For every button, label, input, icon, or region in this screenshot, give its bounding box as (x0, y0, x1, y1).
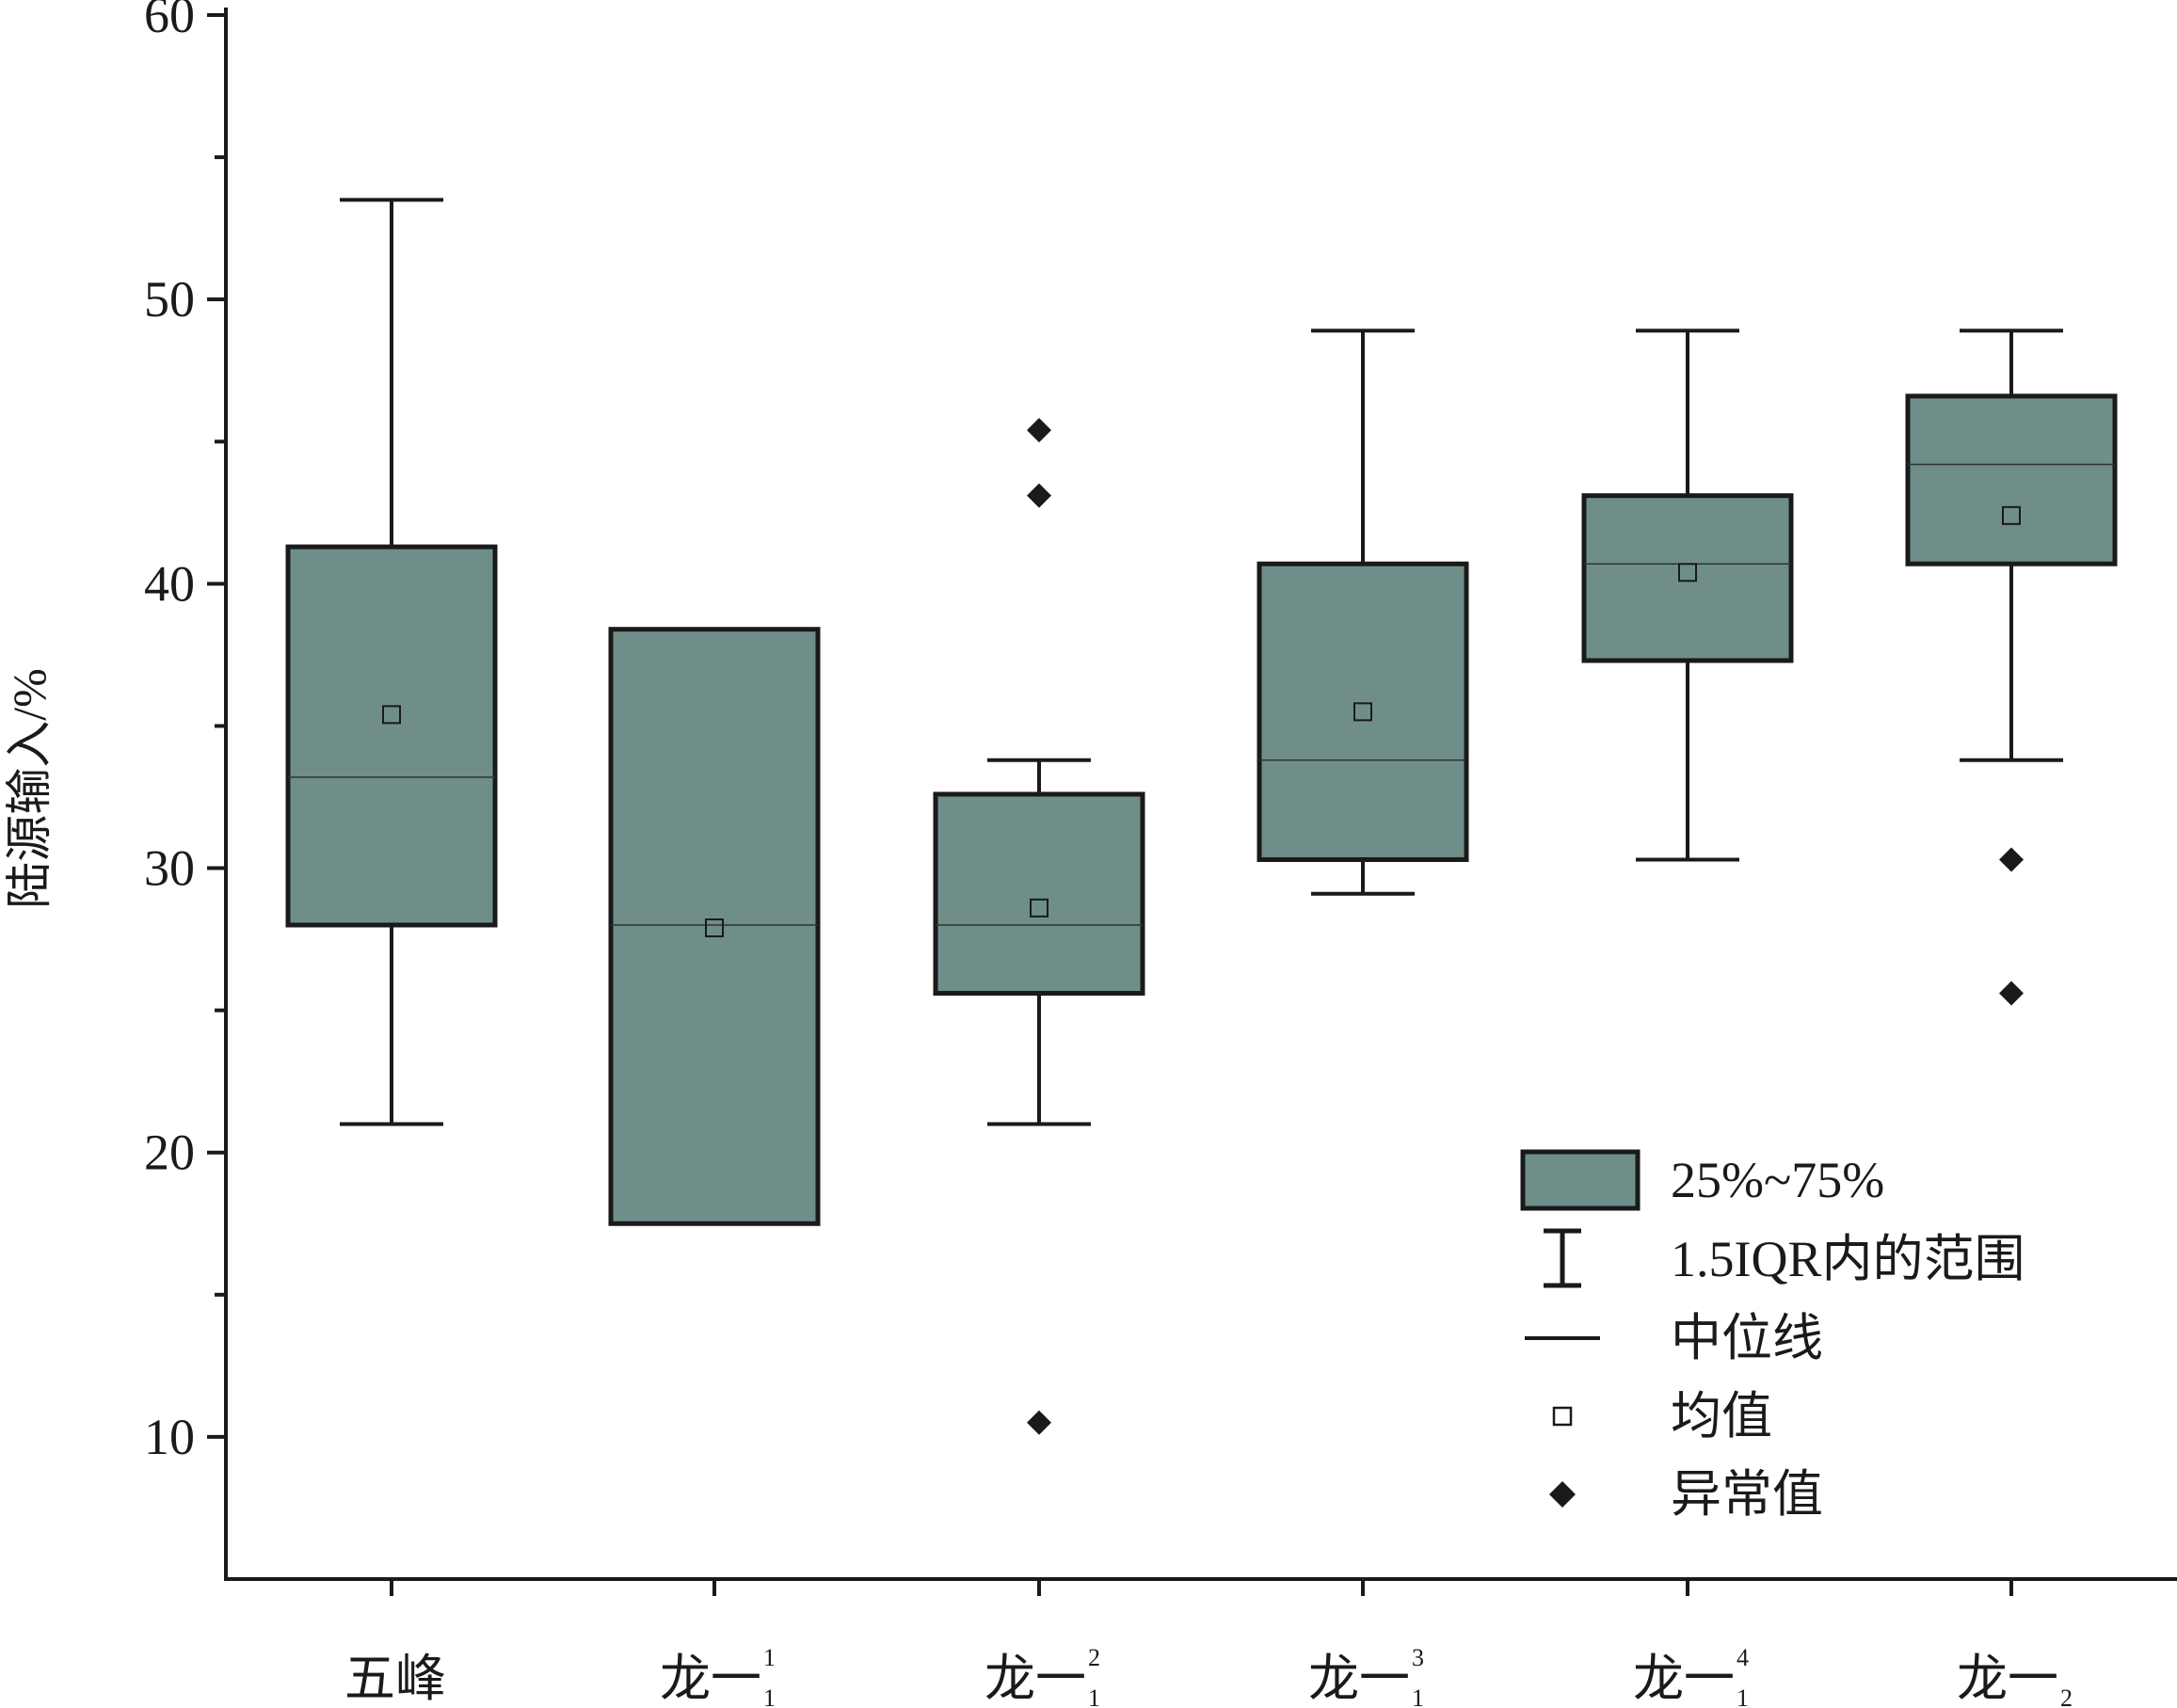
y-tick-label: 30 (144, 840, 195, 897)
x-tick-label-subscript: 1 (1088, 1684, 1100, 1708)
legend-mean-swatch (1552, 1406, 1573, 1427)
x-tick-label-superscript: 2 (1088, 1644, 1100, 1671)
legend-outlier-swatch (1549, 1481, 1576, 1508)
y-axis-label: 陆源输入/% (3, 668, 56, 909)
outlier-marker (1027, 1410, 1051, 1435)
legend-box-swatch (1520, 1149, 1641, 1211)
x-tick-label-superscript: 3 (1412, 1644, 1424, 1671)
x-tick-label: 五峰 (344, 1651, 446, 1707)
box-iqr (1257, 561, 1469, 862)
mean-marker (2002, 505, 2021, 525)
x-tick-label: 龙一 4 1 (1633, 1644, 1749, 1708)
legend-label: 均值 (1671, 1388, 1772, 1445)
y-tick-label: 60 (144, 0, 195, 43)
box-group (933, 418, 1145, 1435)
x-tick-label-subscript: 2 (2060, 1684, 2073, 1708)
box-iqr (285, 544, 498, 928)
mean-marker (1353, 702, 1372, 722)
x-tick-label-superscript: 4 (1737, 1644, 1749, 1671)
x-tick-label-superscript: 1 (763, 1644, 776, 1671)
box-iqr (608, 627, 821, 1226)
x-tick-label-subscript: 1 (1412, 1684, 1424, 1708)
x-tick-label-subscript: 1 (763, 1684, 776, 1708)
box-group (1257, 328, 1469, 896)
x-tick-label-base: 五峰 (344, 1651, 446, 1707)
y-tick-label: 10 (144, 1409, 195, 1465)
box-group (1581, 328, 1794, 862)
box-iqr (933, 791, 1145, 997)
box-iqr (1581, 493, 1794, 663)
box-iqr (1905, 393, 2118, 567)
x-tick-label-base: 龙一 (1957, 1651, 2058, 1707)
y-tick-label: 40 (144, 555, 195, 612)
legend-label: 25%~75% (1671, 1152, 1884, 1208)
mean-marker (382, 705, 401, 725)
mean-marker (1678, 563, 1697, 583)
x-tick-label: 龙一 2 1 (984, 1644, 1100, 1708)
box-group (608, 627, 821, 1226)
legend-label: 1.5IQR内的范围 (1671, 1231, 2025, 1287)
legend-item: 均值 (1552, 1388, 1772, 1445)
mean-marker (1030, 898, 1048, 918)
x-tick-label-base: 龙一 (1308, 1651, 1410, 1707)
x-tick-label: 龙一 2 (1957, 1651, 2073, 1708)
outlier-marker (1027, 418, 1051, 443)
outlier-marker (1999, 981, 2024, 1006)
box-group (285, 198, 498, 1126)
x-tick-label-base: 龙一 (984, 1651, 1086, 1707)
mean-marker (705, 918, 724, 938)
x-tick-label-base: 龙一 (660, 1651, 761, 1707)
box-group (1905, 328, 2118, 1006)
legend-item: 异常值 (1549, 1466, 1823, 1523)
x-tick-label: 龙一 3 1 (1308, 1644, 1424, 1708)
legend-item: 25%~75% (1520, 1149, 1884, 1211)
outlier-marker (1027, 483, 1051, 508)
x-tick-label-base: 龙一 (1633, 1651, 1735, 1707)
x-tick-label: 龙一 1 1 (660, 1644, 776, 1708)
box-series (285, 198, 2118, 1435)
legend-label: 中位线 (1671, 1310, 1823, 1366)
y-tick-label: 20 (144, 1125, 195, 1181)
legend-label: 异常值 (1671, 1466, 1823, 1523)
legend-item: 中位线 (1525, 1310, 1823, 1366)
x-tick-label-subscript: 1 (1737, 1684, 1749, 1708)
legend-item: 1.5IQR内的范围 (1544, 1228, 2025, 1288)
y-tick-label: 50 (144, 271, 195, 327)
outlier-marker (1999, 847, 2024, 872)
